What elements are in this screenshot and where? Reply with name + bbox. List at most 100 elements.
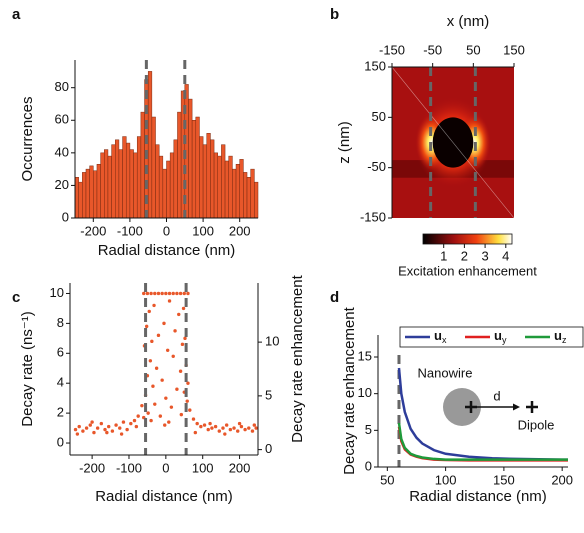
bar [78,181,83,219]
point [175,291,179,296]
point [232,426,236,430]
panel-label: b [330,6,339,23]
point [186,381,190,385]
bar [169,152,175,219]
y-tick-label: 5 [265,387,272,402]
point [163,423,167,427]
bar [188,98,193,219]
point [167,420,171,424]
point [118,426,122,430]
point [88,423,92,427]
x-tick-label: -200 [79,460,105,475]
x-tick-label: 3 [481,248,488,263]
bar [133,152,138,219]
x-tick-label: 150 [493,472,515,487]
nanowire-icon [443,388,481,426]
bar [125,142,131,219]
bar [158,155,164,219]
bar [107,155,112,219]
point [223,432,227,436]
point [164,396,168,400]
x-tick-label: 200 [551,472,573,487]
point [146,411,150,415]
point [154,366,159,370]
y2-axis-label: Decay rate enhancement [289,274,306,442]
point [105,430,109,435]
x-tick-label: 150 [503,42,525,57]
point [73,427,78,432]
bar [173,139,178,219]
bar [206,133,211,219]
bar [162,168,167,219]
bar [177,111,182,219]
point [156,291,161,296]
y-tick-label: 6 [57,345,64,360]
point [149,291,153,296]
bar [191,120,197,219]
point [202,423,207,427]
point [208,421,212,426]
point [243,427,247,432]
point [173,329,177,333]
bar [228,155,233,219]
y-tick-label: 150 [364,58,386,73]
artifact-line [392,67,514,218]
bar [250,168,255,219]
y-tick-label: 8 [57,315,64,330]
point [156,333,161,338]
point [169,405,174,409]
y-tick-label: -150 [360,209,386,224]
bar [93,170,98,219]
point [182,291,186,296]
point [153,291,157,296]
x-axis-label: Radial distance (nm) [98,242,236,259]
y-axis-label: z (nm) [336,121,353,164]
bar [202,144,208,219]
x-tick-label: 200 [229,223,251,238]
point [84,426,89,430]
y-axis-label: Decay rate enhancement [341,306,358,474]
point [210,426,214,430]
y-tick-label: 10 [50,285,64,300]
point [228,427,233,432]
point [252,423,257,427]
point [145,291,150,296]
x-tick-label: 0 [162,460,169,475]
bar [155,144,160,219]
colorbar [422,233,513,245]
y-tick-label: 0 [265,441,272,456]
point [132,418,137,423]
point [140,403,144,408]
point [129,421,133,426]
x-tick-label: 200 [229,460,251,475]
y-tick-label: 4 [57,375,64,390]
bar [129,149,134,219]
x-tick-label: 100 [192,223,214,238]
annotation: d [493,388,500,403]
point [121,420,126,424]
point [92,430,96,435]
bar [232,168,237,219]
point [236,429,240,433]
x-tick-label: -100 [116,460,142,475]
point [90,420,94,424]
point [213,424,218,429]
x-axis-label: Radial distance (nm) [95,488,233,505]
y-tick-label: 40 [55,144,69,159]
line [397,422,568,461]
field-map [392,67,514,218]
x-tick-label: 4 [502,248,509,263]
point [224,423,229,427]
point [77,424,81,429]
point [147,309,151,314]
y-tick-label: 5 [365,422,372,437]
point [160,378,164,382]
point [144,324,149,329]
bar [140,111,145,219]
y-tick-label: 2 [57,405,64,420]
point [142,291,146,296]
legend-label: uz [554,328,567,345]
point [99,421,104,426]
point [181,306,186,311]
bar [104,149,109,219]
